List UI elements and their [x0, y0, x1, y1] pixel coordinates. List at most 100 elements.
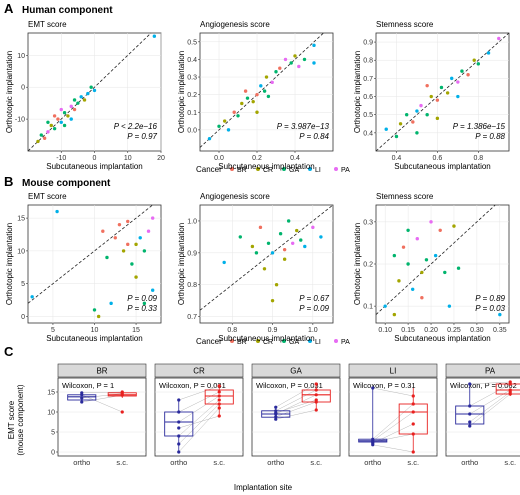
data-point [394, 134, 399, 139]
data-point [415, 237, 419, 241]
plot-area [199, 32, 334, 152]
legend-b-items: BR CR GA LI PA [230, 339, 350, 346]
identity-line [27, 32, 152, 152]
legend-swatch [282, 167, 286, 171]
data-point [311, 225, 315, 230]
data-point [217, 124, 221, 129]
y-tick-label: 0.0 [187, 127, 197, 134]
data-point [259, 84, 263, 88]
x-tick-label: 0.8 [227, 327, 237, 334]
data-point [283, 57, 288, 62]
facet-strip-label: PA [485, 367, 496, 376]
data-point [69, 104, 73, 109]
plot-area [375, 32, 510, 152]
legend-swatch [334, 167, 338, 171]
pair-line [178, 391, 220, 413]
legend-swatch [230, 339, 234, 343]
data-point-sc [411, 432, 415, 436]
data-point-sc [120, 410, 124, 414]
facet-PA: PA Wilcoxon, P = 0.062 ortho s.c. [445, 363, 520, 467]
data-point [223, 119, 227, 123]
data-point [254, 251, 259, 255]
data-point [384, 127, 388, 131]
data-point [456, 80, 460, 84]
facet-strip [348, 363, 438, 378]
x-tick-label: 0.2 [252, 155, 262, 162]
data-point [274, 70, 278, 74]
identity-line [375, 204, 496, 315]
data-point [152, 34, 157, 38]
data-point-ortho [80, 391, 84, 395]
data-point [498, 312, 502, 317]
y-tick-label: 0.1 [363, 304, 373, 311]
facet-strip [251, 363, 341, 378]
identity-line [199, 204, 334, 311]
data-point [96, 314, 101, 319]
x-tick-label: 0.9 [268, 327, 278, 334]
x-tick-label: 0.8 [473, 155, 483, 162]
p-value-1: P = 3.987e−13 [277, 122, 330, 131]
data-point-sc [217, 414, 221, 418]
y-tick-label: 0.8 [363, 58, 373, 65]
y-axis-label: Orthotopic implantation [353, 51, 362, 133]
legend-swatch [308, 167, 312, 171]
panel-label-a: A [4, 1, 14, 16]
data-point [262, 89, 267, 93]
data-point [420, 296, 424, 300]
legend-swatch [334, 339, 338, 343]
data-point [236, 114, 240, 118]
data-point [472, 58, 476, 62]
facet-GA: GA Wilcoxon, P = 0.031 ortho s.c. [251, 363, 341, 467]
data-point [274, 283, 279, 287]
scatter-panel-2: Angiogenesis score 0.0 0.2 0.4 0.0 0.1 0.2 0.3 0… [177, 20, 334, 171]
data-point [62, 123, 67, 128]
data-point-ortho [177, 450, 181, 454]
x-tick-label: 0.4 [392, 155, 402, 162]
y-tick-label: 0.4 [363, 130, 373, 137]
y-tick-label: 0.8 [187, 282, 197, 289]
data-point [46, 120, 50, 124]
pair-line [469, 391, 511, 423]
panel-title: Stemness score [376, 20, 434, 29]
data-point-ortho [274, 417, 278, 421]
data-point-ortho [371, 386, 375, 390]
data-point [270, 298, 275, 303]
data-point [113, 236, 117, 240]
data-point [443, 270, 447, 275]
data-point [240, 101, 244, 106]
data-point [429, 220, 433, 224]
data-point-ortho [80, 400, 84, 404]
data-point [134, 275, 138, 279]
x-axis-label: Subcutaneous implantation [394, 334, 491, 343]
data-point [401, 245, 406, 249]
x-tick-label: 0.10 [378, 327, 392, 334]
data-point [130, 262, 134, 266]
data-point-sc [314, 382, 318, 386]
data-point [282, 257, 287, 261]
x-axis-label: Subcutaneous implantation [46, 334, 143, 343]
data-point [425, 112, 429, 117]
data-point-sc [508, 380, 512, 384]
data-point [92, 308, 97, 312]
p-value-2: P = 0.84 [299, 132, 329, 141]
data-point [299, 238, 303, 242]
y-tick-label: 0 [21, 314, 25, 321]
data-point [39, 133, 43, 137]
data-point [264, 75, 269, 79]
legend-swatch [230, 167, 234, 171]
data-point-sc [314, 408, 318, 412]
data-point [278, 66, 282, 70]
data-point-sc [217, 402, 221, 406]
data-point [450, 76, 454, 81]
y-tick-label: 5 [21, 281, 25, 288]
pair-line [275, 409, 317, 420]
data-point-sc [411, 402, 415, 406]
x-tick-label: 10 [124, 155, 132, 162]
pair-line [178, 415, 220, 429]
data-point [121, 249, 126, 253]
facet-CR: CR Wilcoxon, P = 0.031 ortho s.c. [154, 363, 244, 467]
x-tick-label: ortho [461, 458, 478, 467]
data-point [52, 114, 57, 118]
data-point-sc [411, 422, 415, 426]
y-tick-label: 10 [47, 410, 55, 417]
